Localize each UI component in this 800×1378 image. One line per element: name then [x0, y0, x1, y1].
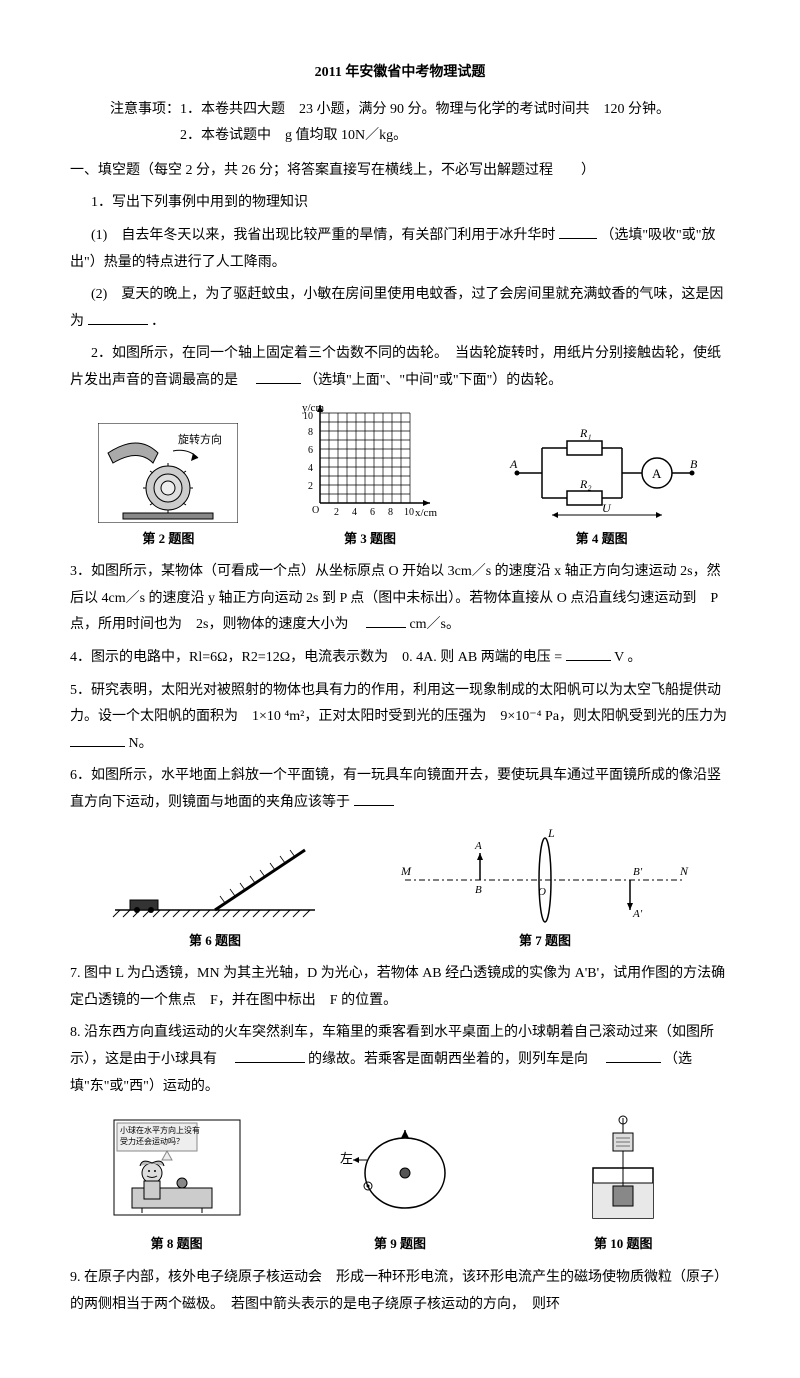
figure-9-caption: 第 9 题图	[325, 1232, 475, 1257]
svg-text:8: 8	[308, 427, 313, 438]
q5-text-a: 5．研究表明，太阳光对被照射的物体也具有力的作用，利用这一现象制成的太阳帆可以为…	[70, 683, 741, 725]
svg-text:左: 左	[340, 1151, 353, 1166]
figure-4: A B R₁ R₂ A U 第 4 题图	[502, 423, 702, 552]
svg-text:B: B	[690, 457, 698, 471]
blank-q1-2[interactable]	[88, 310, 148, 325]
q1-1-text-a: (1) 自去年冬天以来，我省出现比较严重的旱情，有关部门利用于冰升华时	[91, 228, 555, 243]
question-3: 3．如图所示，某物体（可看成一个点）从坐标原点 O 开始以 3cm／s 的速度沿…	[70, 559, 730, 639]
blank-q6[interactable]	[354, 791, 394, 806]
svg-text:L: L	[547, 826, 555, 840]
svg-text:A': A'	[632, 908, 643, 920]
q5-text-b: N。	[129, 736, 153, 751]
svg-text:x/cm: x/cm	[415, 507, 437, 519]
notice-line-1: 注意事项：1．本卷共四大题 23 小题，满分 90 分。物理与化学的考试时间共 …	[110, 97, 730, 124]
svg-text:R₂: R₂	[579, 477, 592, 491]
svg-text:2: 2	[308, 481, 313, 492]
svg-text:A: A	[509, 457, 518, 471]
svg-text:旋转方向: 旋转方向	[178, 432, 222, 446]
q8-text-b: 的缘故。若乘客是面朝西坐着的，则列车是向	[308, 1052, 602, 1067]
blank-q3[interactable]	[366, 613, 406, 628]
svg-text:4: 4	[352, 507, 357, 518]
svg-text:B': B'	[633, 866, 643, 878]
question-1-1: (1) 自去年冬天以来，我省出现比较严重的旱情，有关部门利用于冰升华时 （选填"…	[70, 223, 730, 276]
figure-2-caption: 第 2 题图	[98, 527, 238, 552]
q6-text-a: 6．如图所示，水平地面上斜放一个平面镜，有一玩具车向镜面开去，要使玩具车通过平面…	[70, 768, 721, 810]
exam-title: 2011 年安徽省中考物理试题	[70, 60, 730, 87]
q9-text-a: 9. 在原子内部，核外电子绕原子核运动会 形成一种环形电流，该环形电流产生的磁场…	[70, 1270, 728, 1312]
svg-text:R₁: R₁	[579, 426, 592, 440]
blank-q8-2[interactable]	[606, 1048, 661, 1063]
blank-q1-1[interactable]	[559, 224, 597, 239]
svg-text:小球在水平方向上没有: 小球在水平方向上没有	[120, 1125, 200, 1135]
question-1-2: (2) 夏天的晚上，为了驱赶蚊虫，小敏在房间里使用电蚊香，过了会房间里就充满蚊香…	[70, 282, 730, 335]
question-1: 1．写出下列事例中用到的物理知识	[70, 190, 730, 217]
figure-row-1: 旋转方向 第 2 题图	[70, 403, 730, 552]
svg-text:A: A	[474, 840, 482, 852]
svg-text:8: 8	[388, 507, 393, 518]
figure-3-caption: 第 3 题图	[295, 527, 445, 552]
svg-text:10: 10	[404, 507, 414, 518]
q4-text-a: 4．图示的电路中，Rl=6Ω，R2=12Ω，电流表示数为 0. 4A. 则 AB…	[70, 650, 562, 665]
q4-text-b: V 。	[614, 650, 641, 665]
figure-row-2: 第 6 题图 M N L O A B B' A' 第 7 题图	[70, 825, 730, 954]
figure-8-caption: 第 8 题图	[112, 1232, 242, 1257]
svg-text:受力还会运动吗？: 受力还会运动吗？	[120, 1136, 184, 1146]
svg-text:O: O	[312, 505, 319, 516]
figure-4-caption: 第 4 题图	[502, 527, 702, 552]
blank-q5[interactable]	[70, 732, 125, 747]
notice-line-2: 2．本卷试题中 g 值均取 10N／kg。	[180, 123, 730, 150]
figure-10: 第 10 题图	[558, 1108, 688, 1257]
q1-2-text-b: ．	[151, 314, 165, 329]
section-1-heading: 一、填空题（每空 2 分，共 26 分；将答案直接写在横线上，不必写出解题过程 …	[70, 158, 730, 185]
figure-row-3: 小球在水平方向上没有 受力还会运动吗？ 第 8 题图 左 第 9	[70, 1108, 730, 1257]
q2-text-b: （选填"上面"、"中间"或"下面"）的齿轮。	[304, 373, 562, 388]
svg-text:2: 2	[334, 507, 339, 518]
q3-text-b: cm／s。	[409, 617, 460, 632]
svg-text:U: U	[602, 501, 612, 515]
svg-text:O: O	[538, 886, 546, 898]
svg-text:B: B	[475, 884, 482, 896]
figure-8: 小球在水平方向上没有 受力还会运动吗？ 第 8 题图	[112, 1118, 242, 1257]
question-5: 5．研究表明，太阳光对被照射的物体也具有力的作用，利用这一现象制成的太阳帆可以为…	[70, 678, 730, 758]
figure-6: 第 6 题图	[105, 835, 325, 954]
question-9: 9. 在原子内部，核外电子绕原子核运动会 形成一种环形电流，该环形电流产生的磁场…	[70, 1265, 730, 1318]
question-4: 4．图示的电路中，Rl=6Ω，R2=12Ω，电流表示数为 0. 4A. 则 AB…	[70, 645, 730, 672]
figure-10-caption: 第 10 题图	[558, 1232, 688, 1257]
figure-2: 旋转方向 第 2 题图	[98, 423, 238, 552]
blank-q4[interactable]	[566, 646, 611, 661]
svg-text:6: 6	[370, 507, 375, 518]
blank-q8-1[interactable]	[235, 1048, 305, 1063]
question-2: 2．如图所示，在同一个轴上固定着三个齿数不同的齿轮。 当齿轮旋转时，用纸片分别接…	[70, 341, 730, 394]
svg-text:N: N	[679, 864, 689, 878]
svg-text:10: 10	[303, 411, 313, 422]
svg-text:6: 6	[308, 445, 313, 456]
figure-9: 左 第 9 题图	[325, 1118, 475, 1257]
svg-text:4: 4	[308, 463, 313, 474]
figure-3: y/cm x/cm O 24 68 10 24 68 10 第 3 题图	[295, 403, 445, 552]
blank-q2[interactable]	[256, 369, 301, 384]
svg-text:A: A	[652, 466, 662, 481]
figure-6-caption: 第 6 题图	[105, 929, 325, 954]
q1-2-text-a: (2) 夏天的晚上，为了驱赶蚊虫，小敏在房间里使用电蚊香，过了会房间里就充满蚊香…	[70, 287, 723, 329]
svg-text:M: M	[400, 864, 412, 878]
figure-7-caption: 第 7 题图	[395, 929, 695, 954]
question-7: 7. 图中 L 为凸透镜，MN 为其主光轴，D 为光心，若物体 AB 经凸透镜成…	[70, 961, 730, 1014]
question-8: 8. 沿东西方向直线运动的火车突然刹车，车箱里的乘客看到水平桌面上的小球朝着自己…	[70, 1020, 730, 1100]
question-6: 6．如图所示，水平地面上斜放一个平面镜，有一玩具车向镜面开去，要使玩具车通过平面…	[70, 763, 730, 816]
figure-7: M N L O A B B' A' 第 7 题图	[395, 825, 695, 954]
